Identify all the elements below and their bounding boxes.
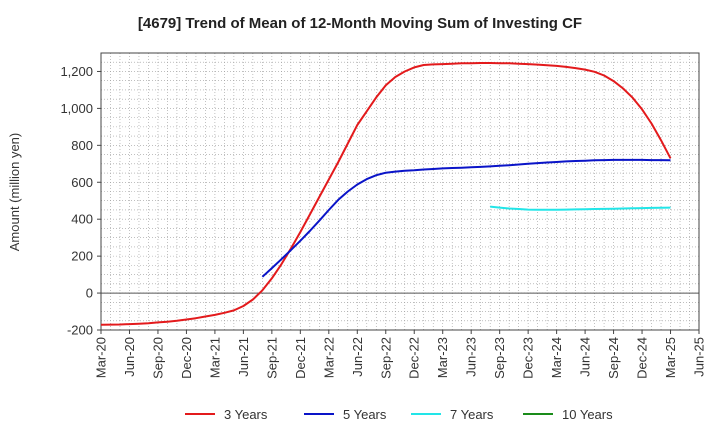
series-lines — [100, 62, 672, 326]
x-tick-label: Mar-20 — [94, 337, 109, 378]
series-line-5-years — [261, 158, 671, 278]
legend-label-3-years: 3 Years — [224, 407, 268, 422]
x-tick-label: Mar-21 — [207, 337, 222, 378]
y-tick-labels: -200 0 200 400 600 800 1,000 1,200 — [60, 64, 101, 338]
y-tick-label: 800 — [71, 138, 93, 153]
y-tick-label: 200 — [71, 249, 93, 264]
x-tick-label: Jun-20 — [122, 337, 137, 377]
x-tick-label: Jun-24 — [578, 337, 593, 377]
legend-label-10-years: 10 Years — [562, 407, 613, 422]
x-tick-labels: Mar-20 Jun-20 Sep-20 Dec-20 Mar-21 Jun-21 Sep-… — [94, 330, 707, 379]
grid-lines — [100, 52, 700, 331]
axes — [100, 52, 700, 331]
y-tick-label: 1,200 — [60, 64, 93, 79]
x-tick-label: Jun-22 — [350, 337, 365, 377]
x-tick-label: Sep-24 — [606, 337, 621, 379]
x-tick-label: Sep-20 — [150, 337, 165, 379]
y-tick-label: 0 — [86, 286, 93, 301]
x-tick-label: Jun-21 — [236, 337, 251, 377]
plot-frame — [100, 52, 700, 331]
legend-label-5-years: 5 Years — [343, 407, 387, 422]
legend: 3 Years 5 Years 7 Years 10 Years — [185, 407, 613, 422]
x-tick-label: Sep-23 — [492, 337, 507, 379]
x-tick-label: Dec-24 — [635, 337, 650, 379]
y-tick-label: 1,000 — [60, 101, 93, 116]
x-tick-label: Mar-24 — [549, 337, 564, 378]
legend-label-7-years: 7 Years — [450, 407, 494, 422]
series-line-3-years — [100, 62, 672, 326]
x-tick-label: Dec-20 — [179, 337, 194, 379]
series-line-7-years — [490, 205, 671, 211]
x-tick-label: Mar-25 — [663, 337, 678, 378]
x-tick-label: Sep-21 — [264, 337, 279, 379]
y-axis-label: Amount (million yen) — [7, 133, 22, 252]
x-tick-label: Dec-21 — [293, 337, 308, 379]
x-tick-label: Dec-22 — [407, 337, 422, 379]
y-tick-label: 600 — [71, 175, 93, 190]
y-tick-label: 400 — [71, 212, 93, 227]
y-tick-label: -200 — [67, 323, 93, 338]
x-tick-label: Jun-23 — [464, 337, 479, 377]
x-tick-label: Jun-25 — [692, 337, 707, 377]
x-tick-label: Mar-22 — [321, 337, 336, 378]
x-tick-label: Dec-23 — [521, 337, 536, 379]
chart-title: [4679] Trend of Mean of 12-Month Moving … — [137, 15, 583, 32]
x-tick-label: Sep-22 — [378, 337, 393, 379]
x-tick-label: Mar-23 — [435, 337, 450, 378]
